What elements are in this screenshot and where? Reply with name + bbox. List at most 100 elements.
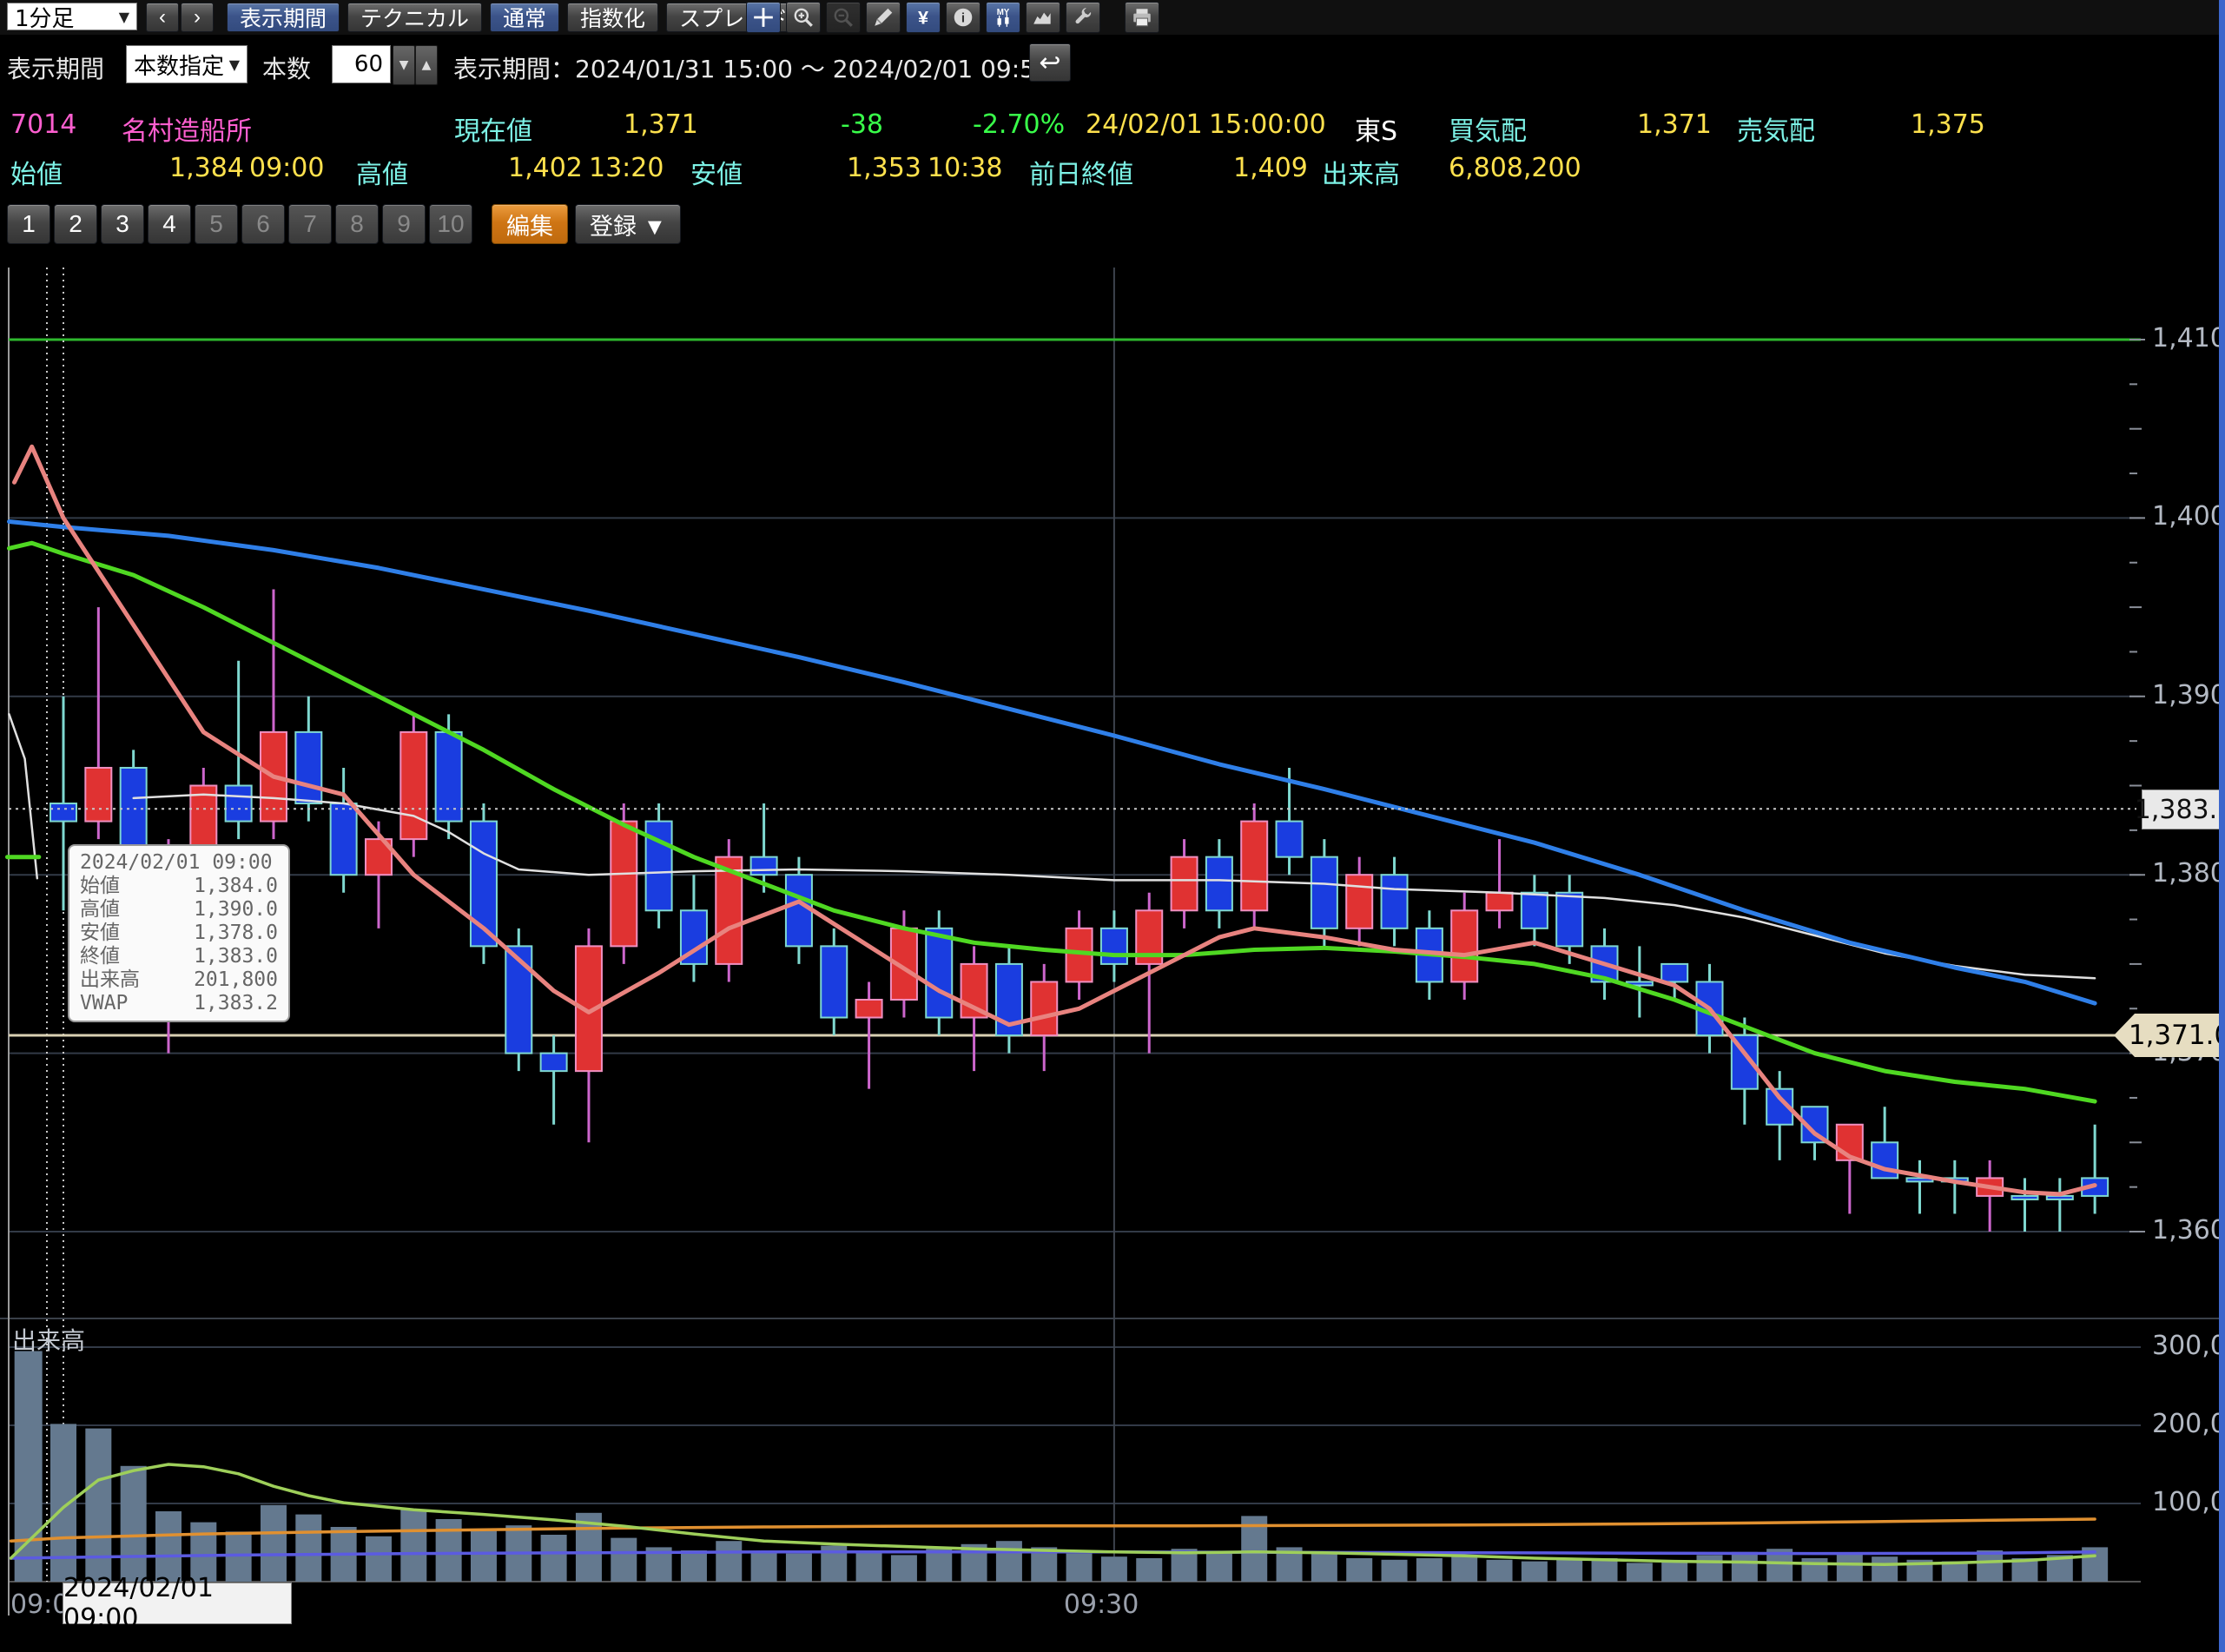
volume-value: 6,808,200: [1449, 153, 1581, 183]
tooltip-row: 終値 1,383.0: [80, 945, 278, 968]
tooltip-row-value: 201,800: [194, 968, 278, 991]
tooltip-row-label: 終値: [80, 945, 120, 968]
high-value: 1,402: [508, 153, 583, 183]
price-axis-ticks: [2129, 339, 2145, 1232]
stock-code: 7014: [10, 109, 77, 140]
preset-tab-7[interactable]: 7: [288, 204, 332, 244]
count-label: 本数: [262, 55, 312, 83]
preset-tab-8[interactable]: 8: [335, 204, 379, 244]
count-mode-value: 本数指定: [134, 53, 225, 80]
area-chart-icon[interactable]: [1026, 2, 1060, 33]
preset-tab-9[interactable]: 9: [382, 204, 426, 244]
interval-select-value: 1分足: [15, 5, 75, 32]
preset-tab-row: 1 2 3 4 5 6 7 8 9 10 編集 登録 ▼: [0, 198, 2225, 259]
open-label: 始値: [10, 160, 63, 190]
tooltip-row: 安値 1,378.0: [80, 922, 278, 945]
toolbar-button-通常[interactable]: 通常: [490, 3, 560, 32]
tooltip-row-value: 1,383.0: [194, 945, 278, 968]
count-mode-select[interactable]: 本数指定 ▼: [126, 45, 248, 83]
preset-number-tabs: 1 2 3 4 5 6 7 8 9 10: [7, 204, 476, 244]
svg-text:i: i: [961, 10, 965, 25]
volume-ma-lines: [9, 1463, 2096, 1566]
quote-row: 7014 名村造船所 現在値 1,371 -38 -2.70% 24/02/01…: [0, 109, 2225, 147]
preset-tab-10[interactable]: 10: [429, 204, 472, 244]
stock-name: 名村造船所: [122, 116, 252, 147]
pencil-icon[interactable]: [866, 2, 901, 33]
tooltip-row-value: 1,384.0: [194, 875, 278, 897]
register-button[interactable]: 登録 ▼: [575, 204, 682, 244]
current-price: 1,371: [624, 109, 698, 140]
bid-price: 1,371: [1637, 109, 1712, 140]
nav-next-button[interactable]: ›: [181, 3, 214, 32]
crosshair-time-box: 2024/02/01 09:00: [63, 1573, 292, 1634]
price-axis-label: 1,410: [2152, 323, 2225, 354]
tooltip-row: VWAP 1,383.2: [80, 992, 278, 1015]
market-segment: 東S: [1355, 116, 1398, 147]
preset-tab-3[interactable]: 3: [101, 204, 144, 244]
volume-bar-prev-session: [14, 1351, 43, 1582]
preset-tab-6[interactable]: 6: [241, 204, 285, 244]
toolbar-button-表示期間[interactable]: 表示期間: [227, 3, 340, 32]
ask-label: 売気配: [1737, 116, 1815, 147]
tooltip-row-label: 安値: [80, 922, 120, 944]
wrench-icon[interactable]: [1066, 2, 1100, 33]
tooltip-date: 2024/02/01 09:00: [80, 851, 273, 874]
open-time: 09:00: [249, 153, 325, 183]
price-label: 現在値: [454, 116, 532, 147]
toolbar-button-指数化[interactable]: 指数化: [567, 3, 659, 32]
tooltip-row-label: 高値: [80, 898, 120, 921]
svg-text:¥: ¥: [918, 7, 928, 29]
count-increment-button[interactable]: ▲: [415, 45, 438, 85]
chevron-down-icon: ▼: [228, 56, 240, 73]
zoom-out-icon[interactable]: [826, 2, 861, 33]
toolbar-button-テクニカル[interactable]: テクニカル: [347, 3, 483, 32]
prev-close-label: 前日終値: [1029, 160, 1133, 190]
count-decrement-button[interactable]: ▼: [393, 45, 415, 85]
printer-icon[interactable]: [1125, 2, 1159, 33]
price-change: -38: [841, 109, 883, 140]
svg-text:MY: MY: [997, 8, 1010, 17]
crosshair-price-box: 1,383.7: [2135, 790, 2225, 830]
preset-tab-1[interactable]: 1: [7, 204, 50, 244]
low-label: 安値: [690, 160, 743, 190]
current-price-tag: 1,371.0: [2129, 1014, 2225, 1058]
preset-tab-4[interactable]: 4: [148, 204, 191, 244]
tooltip-row: 始値 1,384.0: [80, 875, 278, 898]
current-price-tag-arrow: [2114, 1014, 2135, 1058]
price-axis-label: 1,400: [2152, 501, 2225, 532]
count-value: 60: [353, 51, 383, 77]
chevron-down-icon: ▼: [118, 8, 129, 25]
toolbar-icon-buttons: ¥ i MY: [746, 2, 1165, 33]
volume-axis-label: 200,000: [2152, 1409, 2225, 1439]
gridlines: [0, 268, 2225, 1616]
low-time: 10:38: [928, 153, 1003, 183]
reload-button[interactable]: ↩: [1029, 43, 1071, 82]
volume-bars: [14, 1351, 2109, 1582]
edit-button[interactable]: 編集: [492, 204, 568, 244]
yen-icon[interactable]: ¥: [906, 2, 941, 33]
price-change-pct: -2.70%: [973, 109, 1066, 140]
low-value: 1,353: [847, 153, 921, 183]
price-axis-label: 1,380: [2152, 858, 2225, 889]
quote-time: 15:00:00: [1209, 109, 1326, 140]
interval-select[interactable]: 1分足 ▼: [7, 3, 137, 32]
tooltip-row-label: 出来高: [80, 968, 140, 991]
bid-label: 買気配: [1449, 116, 1527, 147]
info-icon[interactable]: i: [946, 2, 980, 33]
high-time: 13:20: [589, 153, 664, 183]
count-input[interactable]: 60: [332, 45, 391, 83]
price-axis-label: 1,360: [2152, 1215, 2225, 1246]
crosshair-plus-icon[interactable]: [746, 2, 781, 33]
tooltip-row-value: 1,383.2: [194, 992, 278, 1014]
nav-prev-button[interactable]: ‹: [146, 3, 179, 32]
my-chart-icon[interactable]: MY: [986, 2, 1020, 33]
tooltip-row-label: VWAP: [80, 992, 129, 1014]
tooltip-row-value: 1,378.0: [194, 922, 278, 944]
preset-tab-2[interactable]: 2: [54, 204, 97, 244]
window-edge-strip: [2219, 0, 2225, 1652]
preset-tab-5[interactable]: 5: [195, 204, 238, 244]
candle-tooltip: 2024/02/01 09:00 始値 1,384.0 高値 1,390.0 安値 1,3…: [68, 844, 290, 1022]
zoom-in-icon[interactable]: [786, 2, 821, 33]
